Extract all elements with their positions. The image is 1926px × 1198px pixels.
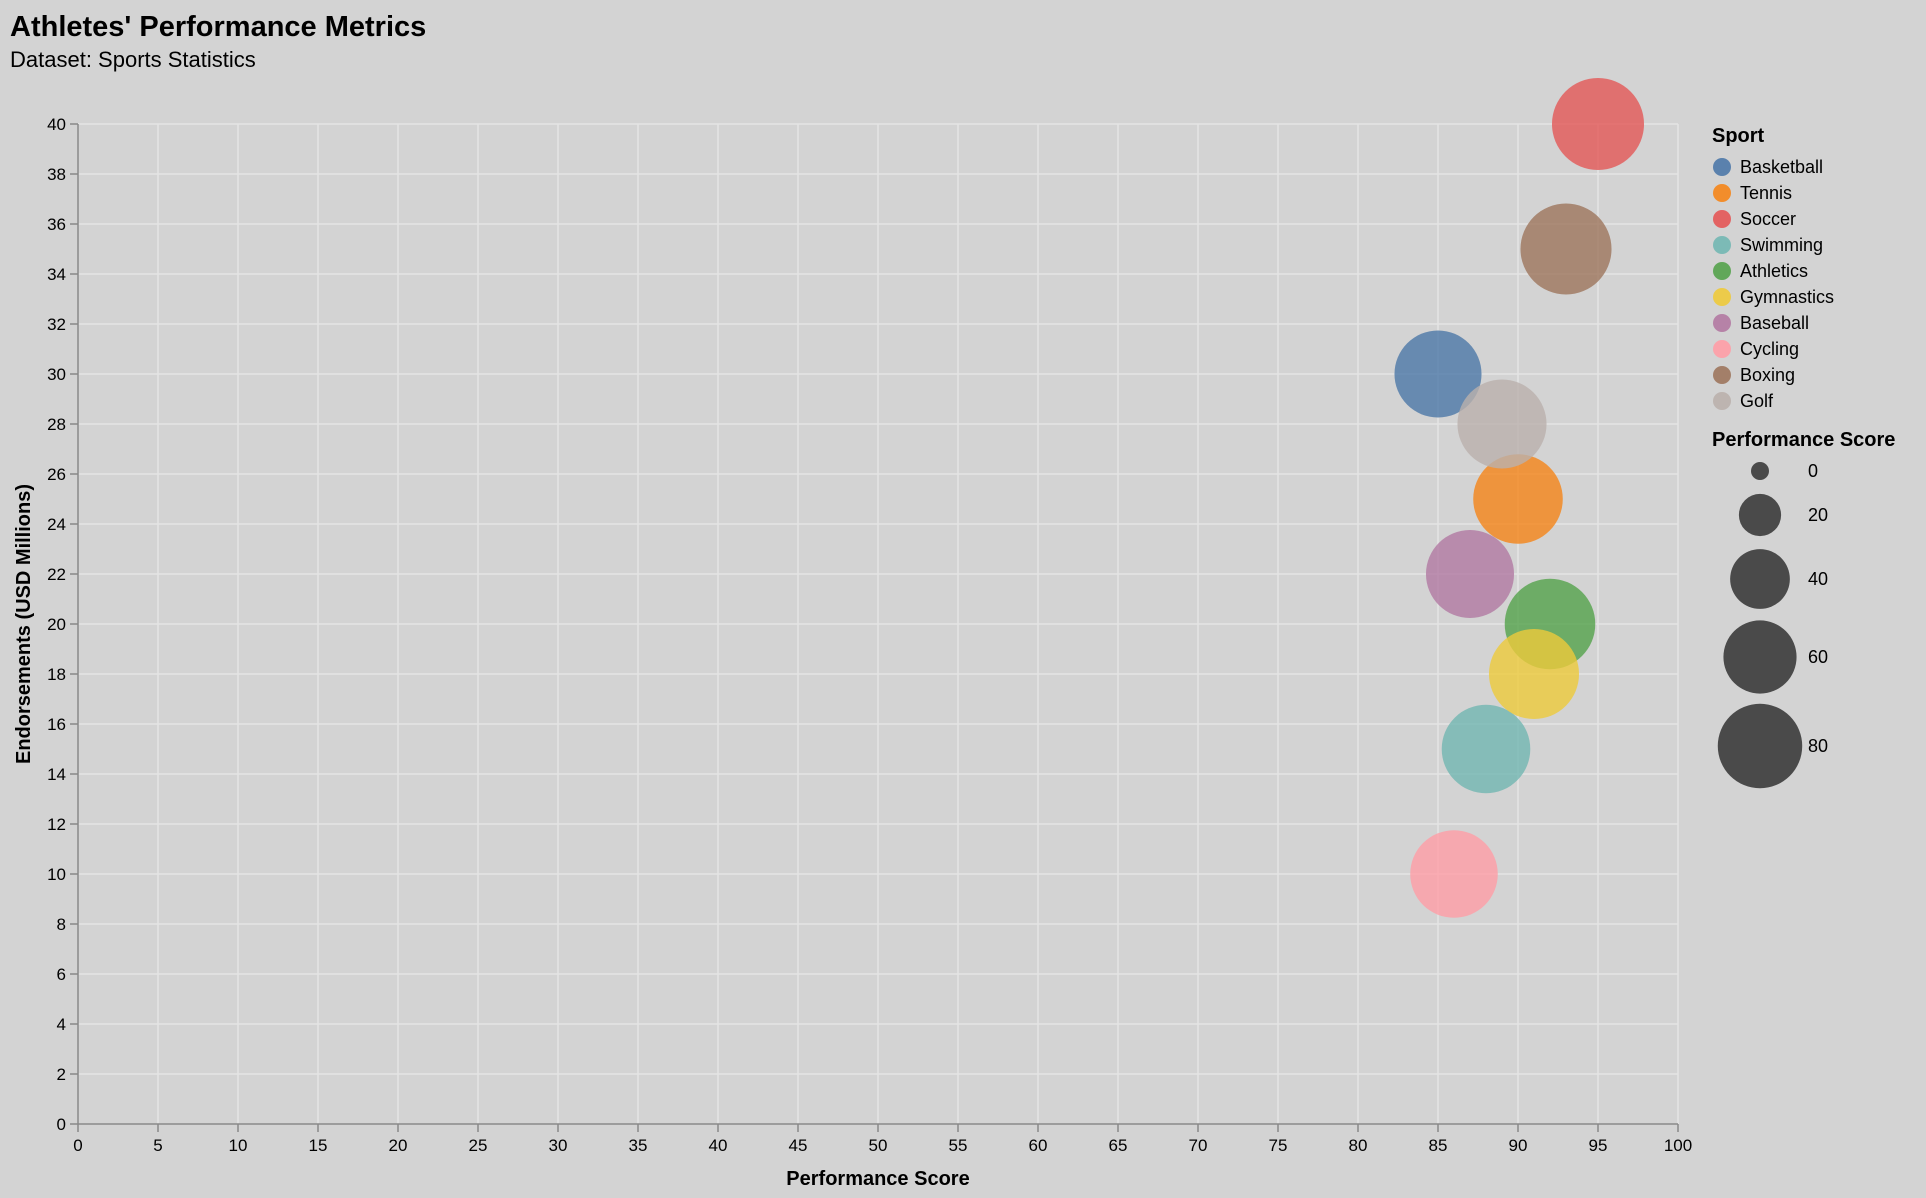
legend-swatch-golf — [1713, 392, 1731, 410]
y-axis-title: Endorsements (USD Millions) — [13, 484, 35, 764]
x-tick-label: 50 — [869, 1136, 888, 1155]
y-tick-label: 2 — [57, 1065, 66, 1084]
legend-label-basketball: Basketball — [1740, 157, 1823, 177]
y-tick-label: 34 — [47, 265, 66, 284]
size-legend-symbol — [1738, 493, 1782, 537]
color-legend-items: Basketball Tennis Soccer Swimming Athletics G… — [1713, 157, 1834, 411]
x-tick-label: 20 — [389, 1136, 408, 1155]
x-tick-label: 65 — [1109, 1136, 1128, 1155]
legend-label-soccer: Soccer — [1740, 209, 1796, 229]
bubble-basketball[interactable]: Basketball — [1394, 330, 1482, 418]
legend-label-tennis: Tennis — [1740, 183, 1792, 203]
y-tick-label: 36 — [47, 215, 66, 234]
x-axis-title: Performance Score — [786, 1168, 969, 1190]
bubble-swimming[interactable]: Swimming — [1441, 704, 1531, 794]
y-tick-label: 20 — [47, 615, 66, 634]
size-legend-symbol — [1723, 620, 1797, 694]
y-tick-label: 28 — [47, 415, 66, 434]
x-tick-label: 70 — [1189, 1136, 1208, 1155]
y-tick-label: 12 — [47, 815, 66, 834]
legend-label-baseball: Baseball — [1740, 313, 1809, 333]
x-tick-label: 90 — [1509, 1136, 1528, 1155]
bubble-baseball[interactable]: Baseball — [1425, 529, 1515, 619]
legend-swatch-gymnastics — [1713, 288, 1731, 306]
size-legend-symbol — [1717, 703, 1803, 789]
x-tick-label: 85 — [1429, 1136, 1448, 1155]
legend-label-cycling: Cycling — [1740, 339, 1799, 359]
legend-label-swimming: Swimming — [1740, 235, 1823, 255]
color-legend-title: Sport — [1712, 125, 1765, 147]
legend-swatch-basketball — [1713, 158, 1731, 176]
bubble-soccer[interactable]: Soccer — [1551, 77, 1645, 171]
plot-axes: 0 5 10 15 20 25 30 35 40 45 50 55 60 65 70 75 80 85 90 95 10… — [47, 115, 1692, 1155]
bubble-gymnastics[interactable]: Gymnastics — [1488, 628, 1580, 720]
legend-swatch-athletics — [1713, 262, 1731, 280]
legend-label-boxing: Boxing — [1740, 365, 1795, 385]
y-tick-label: 22 — [47, 565, 66, 584]
size-legend-label: 60 — [1808, 647, 1828, 667]
bubble-cycling[interactable]: Cycling — [1410, 830, 1498, 918]
size-legend-label: 0 — [1808, 461, 1818, 481]
bubble-boxing[interactable]: Boxing — [1520, 203, 1612, 295]
x-tick-label: 55 — [949, 1136, 968, 1155]
x-tick-label: 25 — [469, 1136, 488, 1155]
x-tick-label: 35 — [629, 1136, 648, 1155]
legend: Sport Basketball Tennis Soccer Swimming Athl… — [1712, 125, 1895, 789]
legend-swatch-tennis — [1713, 184, 1731, 202]
y-tick-label: 24 — [47, 515, 66, 534]
y-tick-label: 6 — [57, 965, 66, 984]
legend-swatch-boxing — [1713, 366, 1731, 384]
y-tick-label: 14 — [47, 765, 66, 784]
y-tick-label: 16 — [47, 715, 66, 734]
x-tick-label: 75 — [1269, 1136, 1288, 1155]
x-tick-label: 95 — [1589, 1136, 1608, 1155]
y-tick-label: 30 — [47, 365, 66, 384]
x-tick-label: 15 — [309, 1136, 328, 1155]
plot-grid — [77, 123, 1679, 1125]
y-tick-label: 32 — [47, 315, 66, 334]
y-tick-label: 10 — [47, 865, 66, 884]
x-tick-label: 0 — [73, 1136, 82, 1155]
legend-label-athletics: Athletics — [1740, 261, 1808, 281]
bubble-tennis[interactable]: Tennis — [1473, 454, 1563, 544]
x-tick-label: 80 — [1349, 1136, 1368, 1155]
y-tick-label: 8 — [57, 915, 66, 934]
x-tick-label: 10 — [229, 1136, 248, 1155]
y-tick-label: 38 — [47, 165, 66, 184]
legend-swatch-soccer — [1713, 210, 1731, 228]
x-tick-label: 5 — [153, 1136, 162, 1155]
chart-subtitle: Dataset: Sports Statistics — [10, 47, 256, 72]
chart-title: Athletes' Performance Metrics — [10, 11, 426, 43]
size-legend-title: Performance Score — [1712, 429, 1895, 451]
legend-swatch-swimming — [1713, 236, 1731, 254]
x-tick-label: 100 — [1664, 1136, 1692, 1155]
y-tick-label: 18 — [47, 665, 66, 684]
y-tick-label: 40 — [47, 115, 66, 134]
bubble-golf[interactable]: Golf — [1457, 379, 1547, 469]
size-legend-label: 40 — [1808, 569, 1828, 589]
legend-label-golf: Golf — [1740, 391, 1774, 411]
legend-swatch-baseball — [1713, 314, 1731, 332]
plot-points: BasketballTennisSoccerSwimmingAthleticsG… — [1394, 77, 1645, 918]
legend-swatch-cycling — [1713, 340, 1731, 358]
x-tick-label: 40 — [709, 1136, 728, 1155]
size-legend-items: 0 20 40 60 80 — [1717, 461, 1828, 789]
x-tick-label: 60 — [1029, 1136, 1048, 1155]
size-legend-symbol — [1730, 549, 1790, 609]
size-legend-label: 80 — [1808, 736, 1828, 756]
size-legend-label: 20 — [1808, 505, 1828, 525]
legend-label-gymnastics: Gymnastics — [1740, 287, 1834, 307]
y-tick-label: 0 — [57, 1115, 66, 1134]
y-tick-label: 26 — [47, 465, 66, 484]
y-tick-label: 4 — [57, 1015, 66, 1034]
size-legend-symbol — [1751, 462, 1769, 480]
x-tick-label: 45 — [789, 1136, 808, 1155]
x-tick-label: 30 — [549, 1136, 568, 1155]
